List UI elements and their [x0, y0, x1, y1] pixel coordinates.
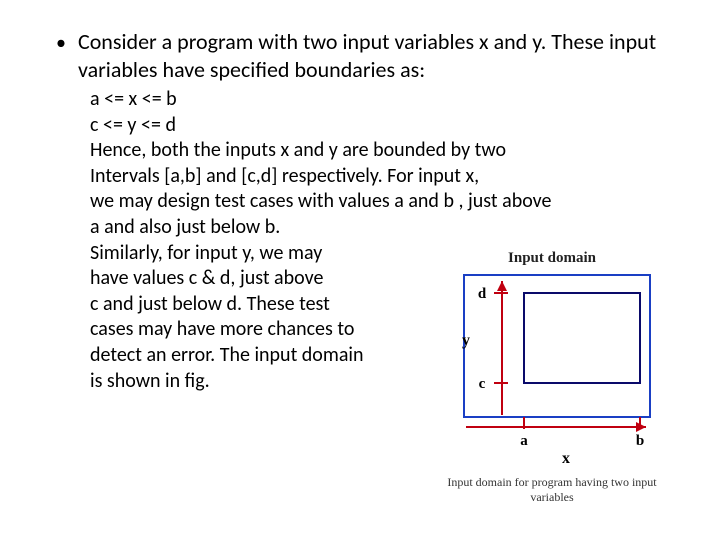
svg-text:c: c	[479, 376, 486, 392]
svg-text:a: a	[520, 433, 528, 449]
input-domain-diagram: a b c d x y	[436, 269, 668, 469]
body-line: we may design test cases with values a a…	[90, 189, 680, 215]
bullet-point: •	[56, 30, 66, 56]
svg-text:y: y	[462, 332, 470, 349]
body-line: a <= x <= b	[90, 87, 680, 113]
svg-text:d: d	[478, 286, 487, 302]
figure-caption: Input domain for program having two inpu…	[436, 475, 668, 505]
intro-text: Consider a program with two input variab…	[78, 28, 680, 83]
input-domain-figure: Input domain a b c d x y Input domain for pro…	[436, 250, 668, 505]
svg-text:x: x	[562, 450, 570, 467]
svg-text:b: b	[636, 433, 644, 449]
figure-title: Input domain	[436, 250, 668, 267]
body-line: c <= y <= d	[90, 113, 680, 139]
body-line: a and also just below b.	[90, 215, 680, 241]
body-line: Hence, both the inputs x and y are bound…	[90, 138, 680, 164]
bullet-item: • Consider a program with two input vari…	[56, 28, 680, 83]
body-line: Intervals [a,b] and [c,d] respectively. …	[90, 164, 680, 190]
